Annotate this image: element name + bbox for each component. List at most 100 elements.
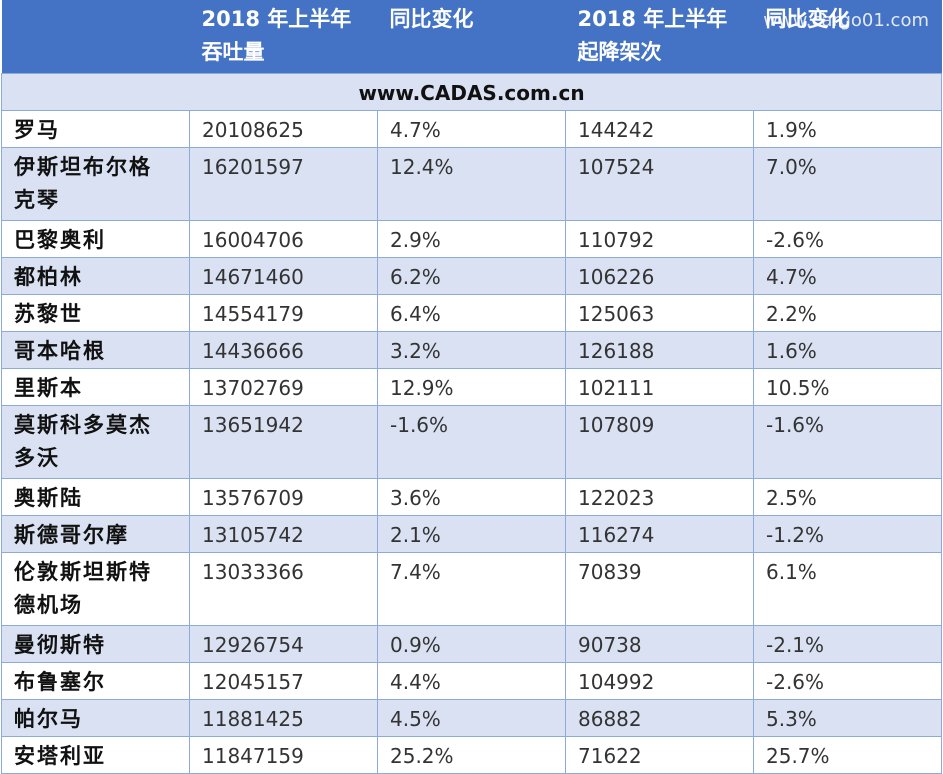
header-line: 同比变化 <box>765 7 850 31</box>
name-cell: 莫斯科多莫杰多沃 <box>1 405 190 479</box>
value-cell: -2.6% <box>753 220 942 258</box>
airport-name: 哥本哈根 <box>14 339 106 363</box>
name-cell: 哥本哈根 <box>1 331 190 369</box>
name-cell: 奥斯陆 <box>1 478 190 516</box>
value-cell: 11881425 <box>189 699 378 737</box>
value-cell: 3.6% <box>377 478 566 516</box>
name-cell: 安塔利亚 <box>1 736 190 774</box>
table-row: 哥本哈根 14436666 3.2% 126188 1.6% <box>1 331 942 369</box>
airport-name: 里斯本 <box>14 376 83 400</box>
value-cell: 13651942 <box>189 405 378 479</box>
value-cell: -1.6% <box>753 405 942 479</box>
header-cell: 同比变化 <box>377 0 566 74</box>
value-cell: 4.5% <box>377 699 566 737</box>
value-cell: 1.6% <box>753 331 942 369</box>
value-cell: 6.1% <box>753 552 942 626</box>
airport-name: 安塔利亚 <box>14 744 106 768</box>
header-line: 同比变化 <box>389 7 474 31</box>
value-cell: 13576709 <box>189 478 378 516</box>
source-cell: www.CADAS.com.cn <box>1 73 942 111</box>
value-cell: 110792 <box>565 220 754 258</box>
value-cell: -1.2% <box>753 515 942 553</box>
value-cell: 2.5% <box>753 478 942 516</box>
value-cell: 6.4% <box>377 294 566 332</box>
name-cell: 苏黎世 <box>1 294 190 332</box>
value-cell: 70839 <box>565 552 754 626</box>
value-cell: 126188 <box>565 331 754 369</box>
airport-name: 都柏林 <box>14 265 83 289</box>
value-cell: 12926754 <box>189 625 378 663</box>
airport-name: 伊斯坦布尔格克琴 <box>14 155 152 212</box>
table-row: 里斯本 13702769 12.9% 102111 10.5% <box>1 368 942 406</box>
value-cell: -2.6% <box>753 662 942 700</box>
value-cell: 106226 <box>565 257 754 295</box>
name-cell: 里斯本 <box>1 368 190 406</box>
value-cell: 125063 <box>565 294 754 332</box>
table-row: 罗马 20108625 4.7% 144242 1.9% <box>1 110 942 148</box>
value-cell: 14554179 <box>189 294 378 332</box>
value-cell: 14436666 <box>189 331 378 369</box>
watermark: www.cargo01.com <box>763 10 929 31</box>
table-row: 莫斯科多莫杰多沃 13651942 -1.6% 107809 -1.6% <box>1 405 942 479</box>
value-cell: 90738 <box>565 625 754 663</box>
value-cell: 4.7% <box>377 110 566 148</box>
table-row: 布鲁塞尔 12045157 4.4% 104992 -2.6% <box>1 662 942 700</box>
table-body: www.CADAS.com.cn 罗马 20108625 4.7% 144242 1.9… <box>1 73 942 774</box>
airport-name: 苏黎世 <box>14 302 83 326</box>
airport-name: 斯德哥尔摩 <box>14 523 129 547</box>
value-cell: 2.2% <box>753 294 942 332</box>
airport-name: 奥斯陆 <box>14 486 83 510</box>
value-cell: 12045157 <box>189 662 378 700</box>
airport-name: 布鲁塞尔 <box>14 670 106 694</box>
name-cell: 罗马 <box>1 110 190 148</box>
value-cell: 1.9% <box>753 110 942 148</box>
value-cell: 16201597 <box>189 147 378 221</box>
value-cell: 10.5% <box>753 368 942 406</box>
name-cell: 斯德哥尔摩 <box>1 515 190 553</box>
value-cell: 0.9% <box>377 625 566 663</box>
airport-name: 帕尔马 <box>14 707 83 731</box>
value-cell: 20108625 <box>189 110 378 148</box>
value-cell: 104992 <box>565 662 754 700</box>
value-cell: 122023 <box>565 478 754 516</box>
value-cell: 3.2% <box>377 331 566 369</box>
value-cell: 4.4% <box>377 662 566 700</box>
airport-name: 罗马 <box>14 118 60 142</box>
header-cell: 同比变化 <box>753 0 942 74</box>
value-cell: 16004706 <box>189 220 378 258</box>
value-cell: 2.1% <box>377 515 566 553</box>
name-cell: 伦敦斯坦斯特德机场 <box>1 552 190 626</box>
table-row: 伦敦斯坦斯特德机场 13033366 7.4% 70839 6.1% <box>1 552 942 626</box>
airport-name: 伦敦斯坦斯特德机场 <box>14 560 152 617</box>
value-cell: 4.7% <box>753 257 942 295</box>
value-cell: 5.3% <box>753 699 942 737</box>
table-row: 斯德哥尔摩 13105742 2.1% 116274 -1.2% <box>1 515 942 553</box>
name-cell: 巴黎奥利 <box>1 220 190 258</box>
airport-name: 曼彻斯特 <box>14 633 106 657</box>
header-cell <box>1 0 190 74</box>
table-row: 曼彻斯特 12926754 0.9% 90738 -2.1% <box>1 625 942 663</box>
table-row: 奥斯陆 13576709 3.6% 122023 2.5% <box>1 478 942 516</box>
value-cell: 71622 <box>565 736 754 774</box>
value-cell: 11847159 <box>189 736 378 774</box>
header-line: 2018 年上半年 <box>201 7 352 31</box>
value-cell: 14671460 <box>189 257 378 295</box>
value-cell: 25.7% <box>753 736 942 774</box>
name-cell: 布鲁塞尔 <box>1 662 190 700</box>
table-row: 伊斯坦布尔格克琴 16201597 12.4% 107524 7.0% <box>1 147 942 221</box>
name-cell: 曼彻斯特 <box>1 625 190 663</box>
value-cell: -1.6% <box>377 405 566 479</box>
value-cell: 102111 <box>565 368 754 406</box>
header-line: 吞吐量 <box>201 40 265 64</box>
header-cell: 2018 年上半年 起降架次 <box>565 0 754 74</box>
name-cell: 帕尔马 <box>1 699 190 737</box>
airport-name: 巴黎奥利 <box>14 228 106 252</box>
table-row: 安塔利亚 11847159 25.2% 71622 25.7% <box>1 736 942 774</box>
header-line: 2018 年上半年 <box>577 7 728 31</box>
value-cell: 107809 <box>565 405 754 479</box>
value-cell: 116274 <box>565 515 754 553</box>
value-cell: 6.2% <box>377 257 566 295</box>
value-cell: 107524 <box>565 147 754 221</box>
value-cell: 86882 <box>565 699 754 737</box>
value-cell: 7.4% <box>377 552 566 626</box>
